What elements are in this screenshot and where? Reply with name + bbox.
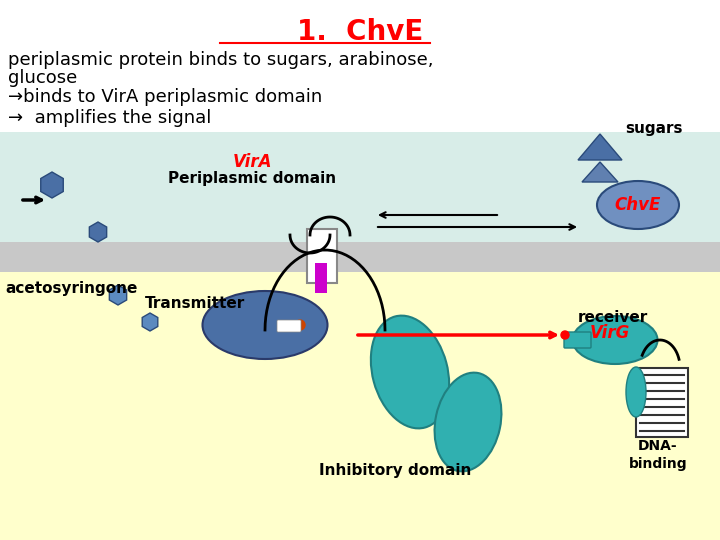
Text: ChvE: ChvE <box>615 196 661 214</box>
Text: acetosyringone: acetosyringone <box>5 280 138 295</box>
FancyBboxPatch shape <box>277 320 301 332</box>
Text: →binds to VirA periplasmic domain: →binds to VirA periplasmic domain <box>8 88 323 106</box>
Bar <box>0 242 720 272</box>
FancyBboxPatch shape <box>307 229 337 283</box>
Text: receiver: receiver <box>578 310 648 326</box>
Circle shape <box>295 320 305 330</box>
Bar <box>0 272 720 540</box>
FancyBboxPatch shape <box>564 332 591 348</box>
Text: →  amplifies the signal: → amplifies the signal <box>8 109 212 127</box>
Text: DNA-
binding: DNA- binding <box>629 440 688 471</box>
Text: 1.  ChvE: 1. ChvE <box>297 18 423 46</box>
FancyBboxPatch shape <box>636 368 688 437</box>
Polygon shape <box>143 313 158 331</box>
Bar <box>0 132 720 242</box>
Ellipse shape <box>202 291 328 359</box>
Ellipse shape <box>435 373 501 471</box>
Text: Inhibitory domain: Inhibitory domain <box>319 462 471 477</box>
Text: VirG: VirG <box>590 324 630 342</box>
Ellipse shape <box>371 315 449 428</box>
Ellipse shape <box>626 367 646 417</box>
Polygon shape <box>41 172 63 198</box>
Polygon shape <box>109 285 127 305</box>
Ellipse shape <box>572 316 657 364</box>
Ellipse shape <box>597 181 679 229</box>
FancyBboxPatch shape <box>315 263 327 293</box>
Text: glucose: glucose <box>8 69 77 87</box>
Text: Transmitter: Transmitter <box>145 296 245 312</box>
Text: VirA: VirA <box>233 153 271 171</box>
Circle shape <box>561 331 569 339</box>
Polygon shape <box>89 222 107 242</box>
Text: periplasmic protein binds to sugars, arabinose,: periplasmic protein binds to sugars, ara… <box>8 51 433 69</box>
Polygon shape <box>578 134 622 160</box>
Text: Periplasmic domain: Periplasmic domain <box>168 171 336 186</box>
Polygon shape <box>582 162 618 182</box>
Text: sugars: sugars <box>625 120 683 136</box>
